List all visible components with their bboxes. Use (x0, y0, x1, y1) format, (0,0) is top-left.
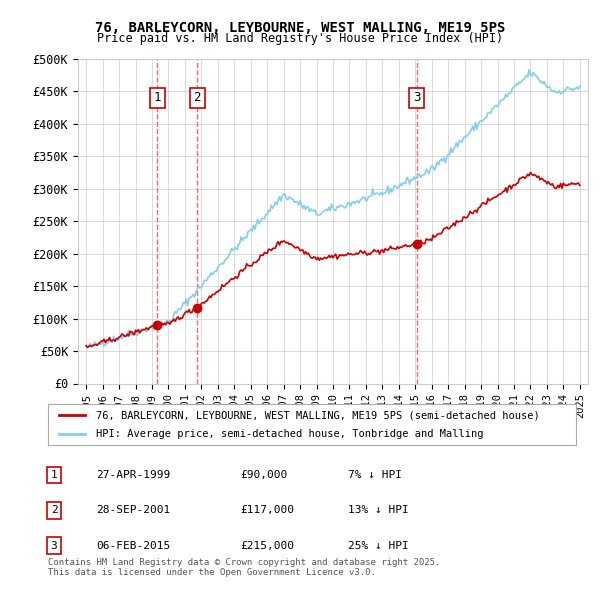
Text: 25% ↓ HPI: 25% ↓ HPI (348, 541, 409, 550)
Text: 76, BARLEYCORN, LEYBOURNE, WEST MALLING, ME19 5PS: 76, BARLEYCORN, LEYBOURNE, WEST MALLING,… (95, 21, 505, 35)
Text: 13% ↓ HPI: 13% ↓ HPI (348, 506, 409, 515)
Text: 27-APR-1999: 27-APR-1999 (96, 470, 170, 480)
Text: £215,000: £215,000 (240, 541, 294, 550)
Text: 76, BARLEYCORN, LEYBOURNE, WEST MALLING, ME19 5PS (semi-detached house): 76, BARLEYCORN, LEYBOURNE, WEST MALLING,… (95, 410, 539, 420)
Text: Price paid vs. HM Land Registry's House Price Index (HPI): Price paid vs. HM Land Registry's House … (97, 32, 503, 45)
Text: 3: 3 (413, 91, 421, 104)
Text: Contains HM Land Registry data © Crown copyright and database right 2025.
This d: Contains HM Land Registry data © Crown c… (48, 558, 440, 577)
Text: 06-FEB-2015: 06-FEB-2015 (96, 541, 170, 550)
Text: HPI: Average price, semi-detached house, Tonbridge and Malling: HPI: Average price, semi-detached house,… (95, 430, 483, 440)
Text: £117,000: £117,000 (240, 506, 294, 515)
Text: 1: 1 (50, 470, 58, 480)
Text: 2: 2 (193, 91, 201, 104)
Text: 3: 3 (50, 541, 58, 550)
Text: 7% ↓ HPI: 7% ↓ HPI (348, 470, 402, 480)
Text: 1: 1 (154, 91, 161, 104)
Text: 2: 2 (50, 506, 58, 515)
Text: £90,000: £90,000 (240, 470, 287, 480)
Text: 28-SEP-2001: 28-SEP-2001 (96, 506, 170, 515)
